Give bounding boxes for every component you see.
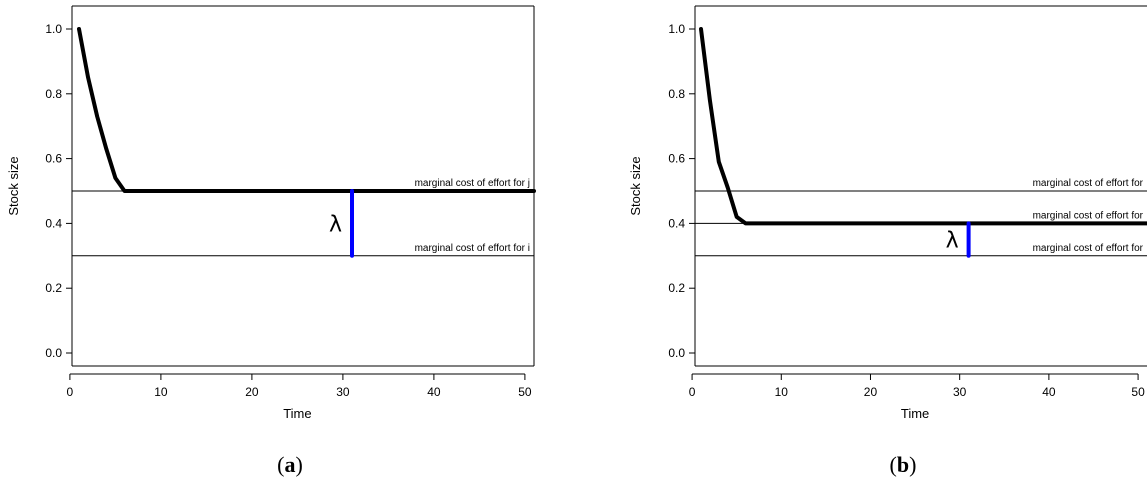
reference-line-label: marginal cost of effort for j — [415, 178, 530, 189]
y-tick-label: 0.6 — [668, 152, 685, 166]
reference-line-label: marginal cost of effort for — [1033, 210, 1144, 221]
x-axis-title: Time — [283, 406, 311, 421]
reference-line-label: marginal cost of effort for i — [415, 243, 530, 254]
y-tick-label: 0.0 — [45, 346, 62, 360]
y-tick-label: 1.0 — [45, 22, 62, 36]
y-tick-label: 0.4 — [668, 216, 685, 230]
x-tick-label: 50 — [1131, 385, 1145, 399]
lambda-label: λ — [946, 229, 959, 254]
panel-b: 0.0 0.2 0.4 0.6 0.8 1.0 0 10 20 30 40 50 Stock size T… — [628, 5, 1147, 477]
x-axis-title: Time — [901, 406, 929, 421]
y-tick-label: 0.8 — [668, 87, 685, 101]
x-tick-label: 50 — [518, 385, 532, 399]
y-axis-title: Stock size — [6, 156, 21, 215]
y-tick-label: 1.0 — [668, 22, 685, 36]
stock-size-line — [77, 27, 536, 193]
x-tick-label: 40 — [1042, 385, 1056, 399]
x-tick-label: 10 — [775, 385, 789, 399]
stock-size-line — [699, 27, 1147, 226]
x-tick-label: 10 — [154, 385, 168, 399]
x-tick-label: 20 — [864, 385, 878, 399]
y-axis-title: Stock size — [628, 156, 643, 215]
x-tick-label: 30 — [336, 385, 350, 399]
y-tick-label: 0.0 — [668, 346, 685, 360]
y-tick-label: 0.4 — [45, 216, 62, 230]
lambda-label: λ — [329, 212, 342, 237]
x-tick-label: 40 — [427, 385, 441, 399]
y-tick-label: 0.2 — [668, 281, 685, 295]
reference-line-label: marginal cost of effort for — [1033, 243, 1144, 254]
x-tick-label: 0 — [689, 385, 696, 399]
panel-label: (b) — [890, 452, 917, 477]
reference-line-label: marginal cost of effort for — [1033, 178, 1144, 189]
x-tick-label: 30 — [953, 385, 967, 399]
x-tick-label: 20 — [245, 385, 259, 399]
y-tick-label: 0.6 — [45, 152, 62, 166]
y-tick-label: 0.8 — [45, 87, 62, 101]
panel-a: 0.0 0.2 0.4 0.6 0.8 1.0 0 10 20 30 40 50 Stock size T… — [6, 5, 536, 477]
y-tick-label: 0.2 — [45, 281, 62, 295]
panel-label: (a) — [277, 452, 303, 477]
x-tick-label: 0 — [67, 385, 74, 399]
